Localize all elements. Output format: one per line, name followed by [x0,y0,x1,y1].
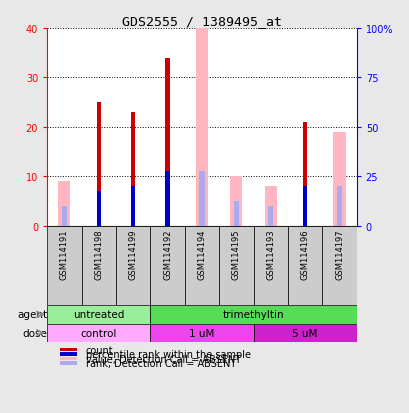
Bar [196,29,207,226]
Bar [116,226,150,305]
Bar [287,226,321,305]
Text: GSM114199: GSM114199 [128,229,137,279]
Bar [165,59,169,226]
Bar [59,357,76,361]
Bar [59,348,76,351]
Text: percentile rank within the sample: percentile rank within the sample [85,349,250,359]
Bar [267,206,273,226]
Bar [131,187,135,226]
Text: trimethyltin: trimethyltin [222,310,283,320]
Text: GSM114193: GSM114193 [265,229,274,279]
Bar [97,192,101,226]
Bar [253,226,287,305]
Bar [150,305,356,324]
Bar [218,226,253,305]
Text: dose: dose [22,328,47,338]
Bar [233,202,238,226]
Text: GSM114191: GSM114191 [60,229,69,279]
Bar [264,187,276,226]
Text: agent: agent [17,310,47,320]
Bar [47,305,150,324]
Text: GSM114197: GSM114197 [334,229,343,279]
Text: 5 uM: 5 uM [292,328,317,338]
Bar [302,187,306,226]
Text: GSM114195: GSM114195 [231,229,240,279]
Bar [97,103,101,226]
Text: GSM114192: GSM114192 [163,229,172,279]
Text: untreated: untreated [73,310,124,320]
Text: GSM114198: GSM114198 [94,229,103,279]
Text: GSM114194: GSM114194 [197,229,206,279]
Bar [150,226,184,305]
Bar [58,182,70,226]
Bar [336,187,341,226]
Bar [150,324,253,342]
Bar [47,324,150,342]
Bar [321,226,356,305]
Bar [199,172,204,226]
Text: count: count [85,345,113,355]
Text: value, Detection Call = ABSENT: value, Detection Call = ABSENT [85,354,240,364]
Bar [302,123,306,226]
Text: 1 uM: 1 uM [189,328,214,338]
Bar [230,177,242,226]
Bar [184,226,218,305]
Bar [59,353,76,356]
Bar [333,133,345,226]
Text: rank, Detection Call = ABSENT: rank, Detection Call = ABSENT [85,358,236,368]
Bar [253,324,356,342]
Text: GSM114196: GSM114196 [300,229,309,279]
Bar [165,172,169,226]
Title: GDS2555 / 1389495_at: GDS2555 / 1389495_at [121,15,281,28]
Bar [47,226,81,305]
Bar [62,206,67,226]
Text: control: control [80,328,117,338]
Bar [59,361,76,365]
Bar [81,226,116,305]
Bar [131,113,135,226]
